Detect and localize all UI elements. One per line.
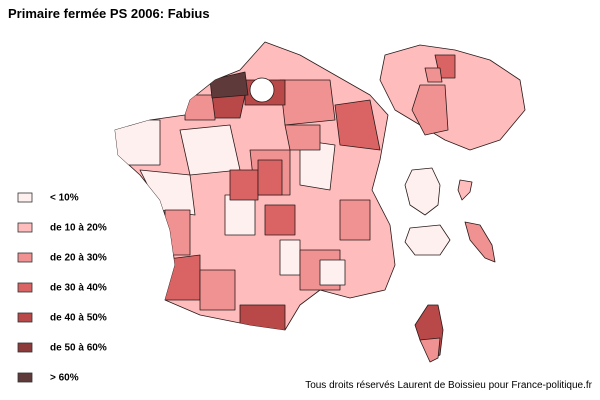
paris-inset — [379, 44, 526, 151]
department — [279, 79, 336, 126]
legend-label: de 20 à 30% — [50, 253, 107, 264]
corsica-south — [419, 337, 441, 363]
territory — [404, 224, 451, 256]
credit: Tous droits réservés Laurent de Boissieu… — [305, 380, 592, 391]
legend-swatch — [17, 222, 33, 233]
map-title: Primaire fermée PS 2006: Fabius — [8, 6, 210, 21]
legend-swatch — [17, 342, 33, 353]
department — [211, 94, 246, 119]
departments — [115, 71, 381, 330]
department — [284, 124, 321, 151]
department — [299, 139, 336, 191]
department — [199, 269, 236, 311]
territory — [457, 179, 473, 201]
legend-label: de 40 à 50% — [50, 313, 107, 324]
department — [179, 124, 241, 176]
department — [209, 71, 249, 99]
legend-label: de 30 à 40% — [50, 283, 107, 294]
legend-swatch — [17, 252, 33, 263]
overseas — [404, 167, 496, 363]
department — [229, 169, 259, 201]
department — [279, 239, 301, 276]
legend-label: de 50 à 60% — [50, 343, 107, 354]
department — [139, 169, 196, 216]
france-map — [114, 41, 396, 331]
legend: < 10% de 10 à 20% de 20 à 30% de 30 à 40% de… — [17, 192, 107, 384]
paris-area — [249, 77, 275, 103]
legend-label: de 10 à 20% — [50, 223, 107, 234]
department — [159, 254, 201, 301]
department — [319, 259, 346, 286]
legend-label: < 10% — [50, 193, 79, 204]
department — [424, 67, 443, 83]
department — [184, 94, 216, 121]
department — [115, 119, 161, 166]
legend-label: > 60% — [50, 373, 79, 384]
department — [257, 159, 283, 196]
department — [239, 304, 286, 330]
legend-swatch — [17, 192, 33, 203]
legend-swatch — [17, 372, 33, 383]
legend-swatch — [17, 312, 33, 323]
department — [411, 84, 449, 136]
legend-swatch — [17, 282, 33, 293]
department — [379, 44, 526, 151]
department — [264, 204, 296, 236]
territory — [404, 167, 441, 216]
territory — [464, 221, 496, 263]
department — [224, 194, 256, 236]
department — [334, 99, 381, 151]
department — [339, 199, 371, 241]
department — [164, 209, 191, 256]
